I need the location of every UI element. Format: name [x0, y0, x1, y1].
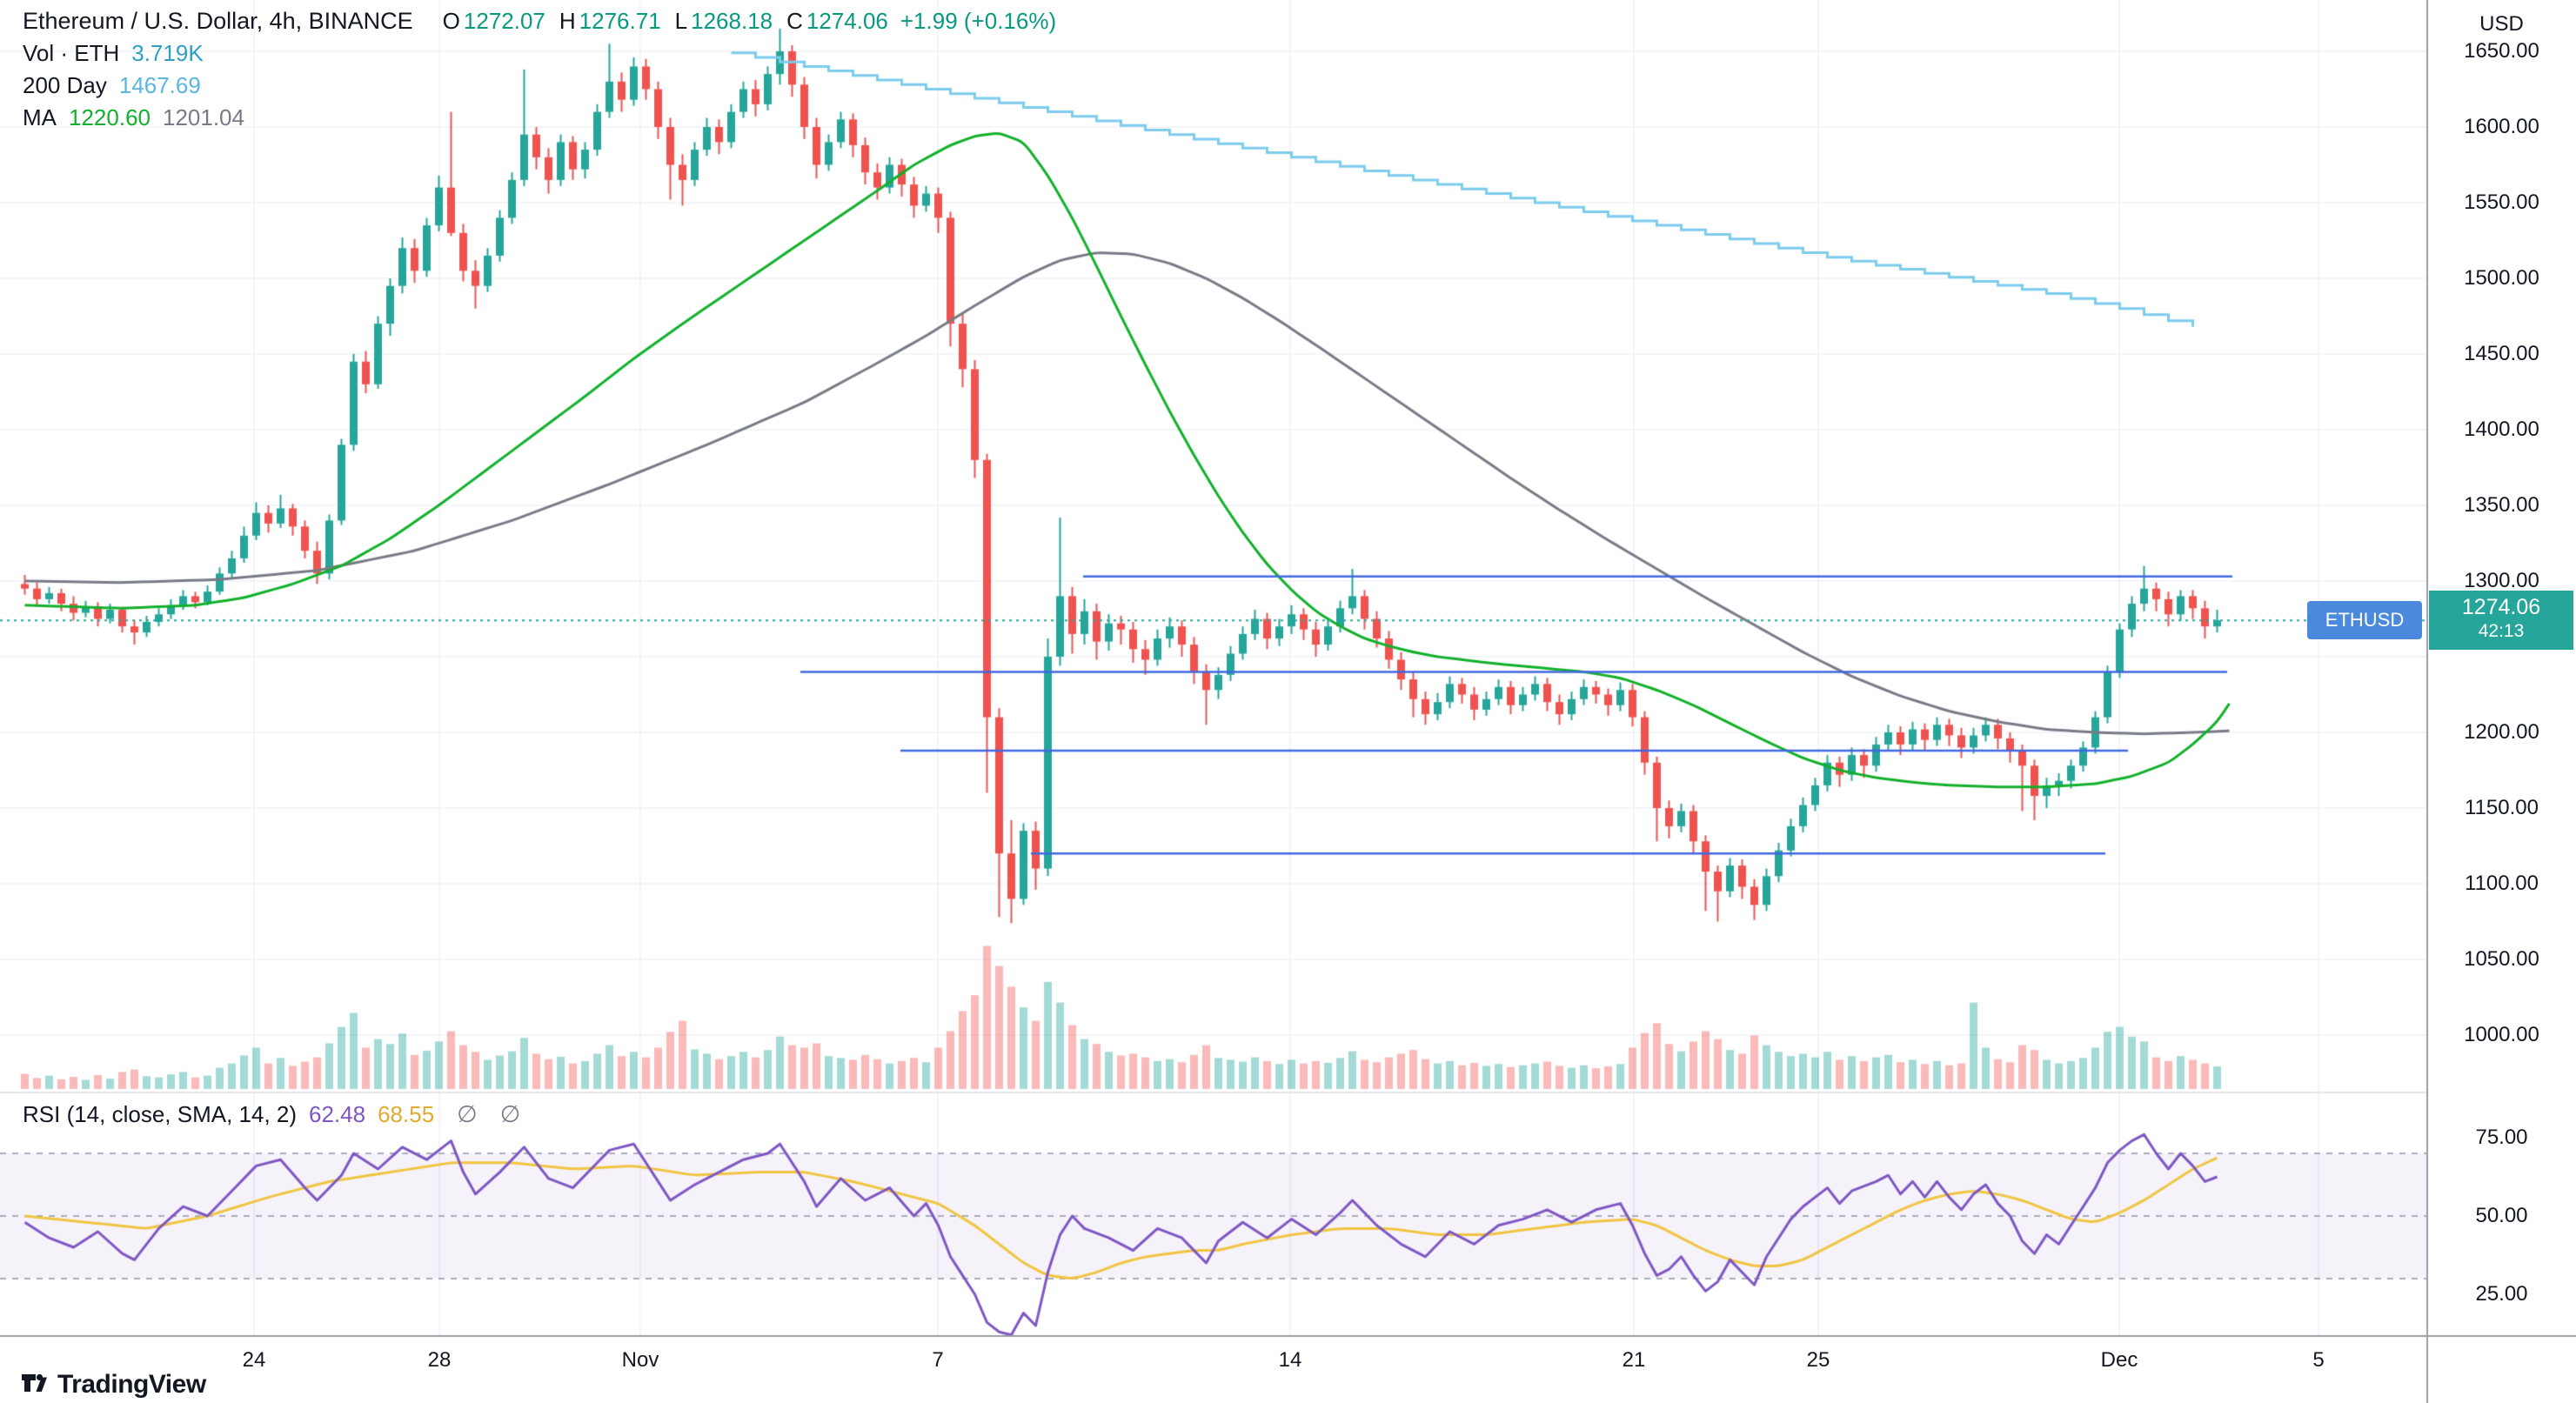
rsi-sma-value: 68.55 — [378, 1101, 435, 1127]
low-value: 1268.18 — [691, 8, 773, 34]
rsi-legend: RSI (14, close, SMA, 14, 2) 62.48 68.55 … — [23, 1101, 520, 1128]
rsi-axis-label: 75.00 — [2475, 1126, 2528, 1149]
price-axis-label: 1350.00 — [2464, 493, 2539, 517]
low-label: L — [674, 8, 688, 34]
price-axis-label: 1050.00 — [2464, 947, 2539, 971]
volume-value: 3.719K — [131, 40, 204, 66]
price-axis-label: 1400.00 — [2464, 418, 2539, 441]
close-label: C — [786, 8, 803, 34]
high-value: 1276.71 — [579, 8, 661, 34]
last-price-badge: 1274.06 42:13 — [2429, 591, 2573, 650]
price-axis-label: 1100.00 — [2465, 872, 2539, 895]
currency-label: USD — [2479, 12, 2524, 36]
ma200-value: 1467.69 — [118, 72, 201, 98]
legend-volume-row: Vol · ETH 3.719K — [23, 37, 1056, 70]
bar-countdown: 42:13 — [2478, 621, 2525, 641]
price-axis-label: 1600.00 — [2464, 115, 2539, 138]
symbol-price-chip: ETHUSD — [2307, 601, 2422, 639]
ma-gray-value: 1201.04 — [162, 104, 244, 130]
open-label: O — [442, 8, 460, 34]
volume-label[interactable]: Vol · ETH — [23, 40, 120, 66]
legend-title-row: Ethereum / U.S. Dollar, 4h, BINANCE O 127… — [23, 5, 1056, 37]
time-axis-label: 5 — [2312, 1348, 2325, 1372]
legend-ma-row: MA 1220.60 1201.04 — [23, 102, 1056, 134]
time-axis-label: Nov — [621, 1348, 659, 1372]
time-axis-label: 28 — [427, 1348, 452, 1372]
time-axis-label: Dec — [2100, 1348, 2138, 1372]
ma-green-value: 1220.60 — [69, 104, 151, 130]
symbol-legend: Ethereum / U.S. Dollar, 4h, BINANCE O 127… — [23, 5, 1056, 134]
last-price-value: 1274.06 — [2461, 595, 2541, 619]
symbol-title[interactable]: Ethereum / U.S. Dollar, 4h, BINANCE — [23, 8, 413, 34]
ma-label[interactable]: MA — [23, 104, 57, 130]
time-axis-label: 14 — [1278, 1348, 1302, 1372]
price-axis[interactable]: USD 1650.00 1600.00 1550.00 1500.00 1450.00 1… — [2427, 0, 2576, 1403]
rsi-sma-hide-toggle-icon[interactable]: ∅ — [499, 1101, 521, 1127]
tradingview-logo-text: TradingView — [57, 1369, 206, 1399]
rsi-hide-toggle-icon[interactable]: ∅ — [457, 1101, 478, 1127]
price-axis-label: 1450.00 — [2464, 342, 2539, 365]
time-axis-label: 24 — [242, 1348, 266, 1372]
price-axis-label: 1000.00 — [2464, 1023, 2539, 1046]
time-axis-label: 7 — [932, 1348, 944, 1372]
price-axis-label: 1300.00 — [2464, 569, 2539, 592]
price-axis-label: 1500.00 — [2464, 266, 2539, 290]
time-axis-label: 21 — [1622, 1348, 1646, 1372]
rsi-value: 62.48 — [309, 1101, 366, 1127]
ma200-label[interactable]: 200 Day — [23, 72, 107, 98]
time-axis-label: 25 — [1806, 1348, 1830, 1372]
tradingview-logo[interactable]: TradingView — [19, 1367, 206, 1401]
change-value: +1.99 (+0.16%) — [900, 8, 1057, 34]
tradingview-logo-icon — [19, 1367, 49, 1401]
close-value: 1274.06 — [806, 8, 888, 34]
open-value: 1272.07 — [463, 8, 545, 34]
rsi-label[interactable]: RSI (14, close, SMA, 14, 2) — [23, 1101, 298, 1127]
price-axis-label: 1200.00 — [2464, 720, 2539, 744]
price-axis-label: 1550.00 — [2464, 190, 2539, 214]
price-axis-label: 1650.00 — [2464, 39, 2539, 63]
legend-ma200-row: 200 Day 1467.69 — [23, 70, 1056, 102]
price-axis-label: 1150.00 — [2465, 796, 2539, 819]
high-label: H — [559, 8, 576, 34]
rsi-axis-label: 25.00 — [2475, 1282, 2528, 1306]
rsi-axis-label: 50.00 — [2475, 1204, 2528, 1227]
time-axis[interactable]: 24 28 Nov 7 14 21 25 Dec 5 — [0, 1340, 2427, 1388]
